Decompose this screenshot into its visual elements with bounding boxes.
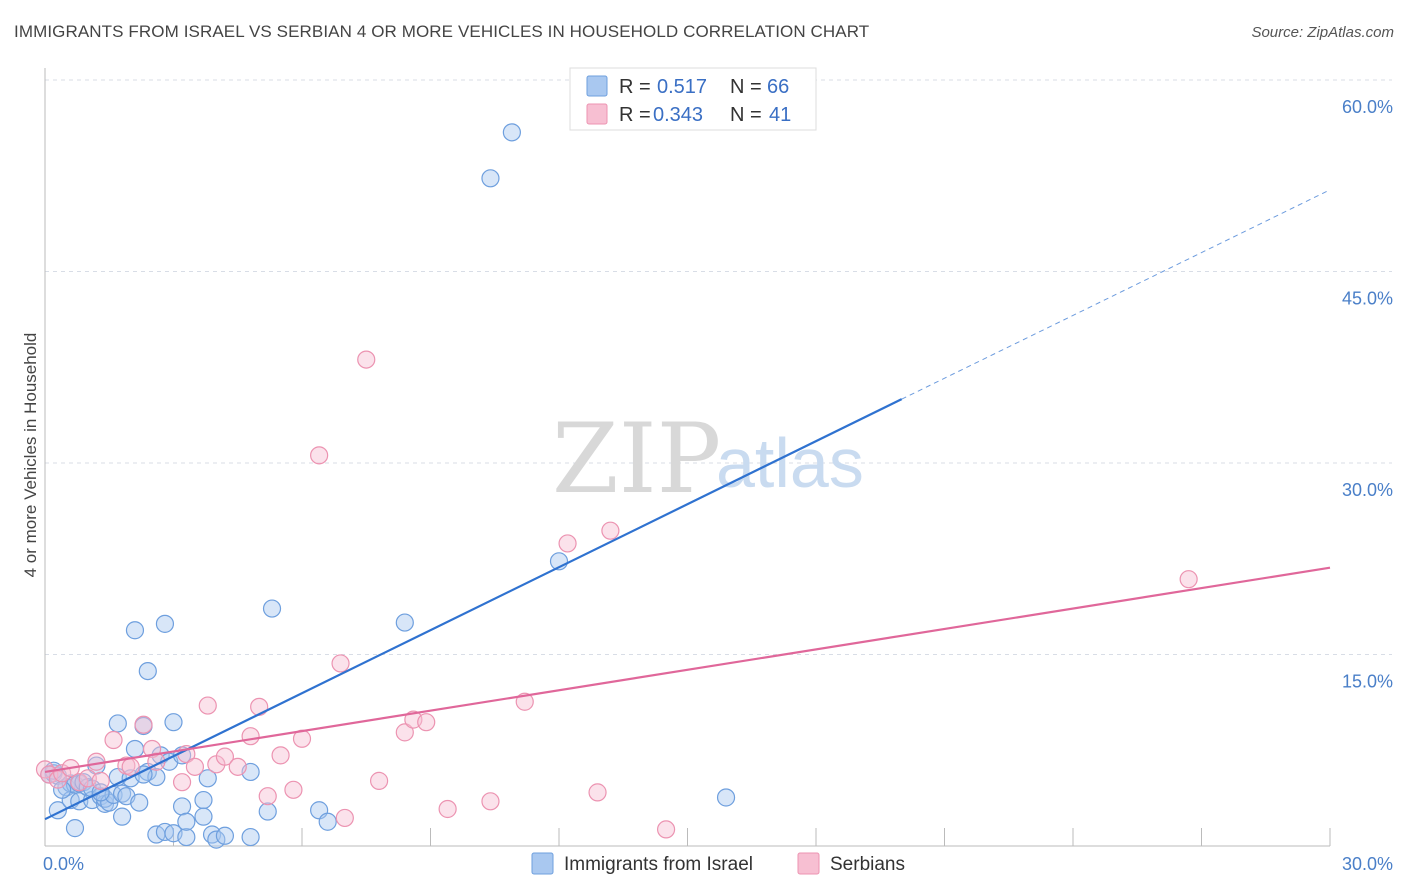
data-point-serbian <box>198 696 217 715</box>
data-point-serbian <box>70 773 89 792</box>
data-point-israel <box>65 819 85 838</box>
data-point-serbian <box>656 820 676 839</box>
data-point-israel <box>716 788 736 807</box>
data-point-israel <box>125 739 145 759</box>
data-point-serbian <box>1179 570 1198 589</box>
legend-r-value-serbian: 0.343 <box>653 104 703 126</box>
data-point-serbian <box>258 787 277 806</box>
data-point-israel <box>215 826 234 845</box>
legend-swatch-israel <box>586 75 608 97</box>
data-point-serbian <box>185 757 205 776</box>
data-point-israel <box>395 613 414 632</box>
data-point-serbian <box>331 654 350 673</box>
data-point-serbian <box>481 792 500 811</box>
data-point-serbian <box>271 746 290 765</box>
data-point-serbian <box>284 780 303 799</box>
grid-layer <box>45 79 1392 655</box>
data-point-serbian <box>250 697 269 716</box>
bottom-legend-label-serbian: Serbians <box>830 854 905 875</box>
bottom-legend-swatch-serbian <box>797 852 820 875</box>
x-tick-label: 30.0% <box>1342 854 1393 874</box>
data-point-serbian <box>172 773 192 792</box>
legend-r-value-israel: 0.517 <box>657 76 707 98</box>
data-point-serbian <box>588 783 607 802</box>
legend-n-label-israel: N = <box>730 76 762 98</box>
data-point-israel <box>177 827 196 847</box>
data-point-israel <box>194 807 213 826</box>
trendline-layer <box>44 189 1331 821</box>
stats-legend-box <box>569 67 817 131</box>
chart-title: IMMIGRANTS FROM ISRAEL VS SERBIAN 4 OR M… <box>14 22 870 41</box>
trendline-serbian <box>44 566 1331 774</box>
data-point-serbian <box>370 771 389 790</box>
data-point-israel <box>318 812 337 831</box>
data-point-israel <box>262 599 282 618</box>
data-point-serbian <box>558 534 577 553</box>
data-point-serbian <box>515 692 534 711</box>
y-axis-label: 4 or more Vehicles in Household <box>21 333 40 578</box>
data-point-serbian <box>228 757 247 776</box>
data-point-serbian <box>357 350 376 369</box>
watermark-zip: ZIP <box>552 403 721 515</box>
data-point-serbian <box>335 808 354 828</box>
data-point-israel <box>502 123 521 142</box>
data-point-israel <box>172 797 192 816</box>
bottom-legend-swatch-israel <box>531 852 554 875</box>
legend-n-label-serbian: N = <box>730 104 762 126</box>
data-point-israel <box>194 790 213 810</box>
series-legend: Immigrants from Israel Serbians <box>531 852 905 875</box>
data-point-israel <box>481 169 500 188</box>
y-tick-label: 45.0% <box>1342 289 1393 309</box>
data-point-serbian <box>310 446 329 465</box>
legend-n-value-serbian: 41 <box>769 104 791 126</box>
data-point-serbian <box>134 715 153 734</box>
data-point-israel <box>138 661 157 681</box>
y-tick-label: 60.0% <box>1342 97 1393 117</box>
data-point-israel <box>112 807 132 826</box>
data-point-israel <box>177 812 196 831</box>
data-point-israel <box>198 769 217 788</box>
source-credit: Source: ZipAtlas.com <box>1251 24 1394 41</box>
data-point-serbian <box>104 730 123 750</box>
bottom-legend-label-israel: Immigrants from Israel <box>564 854 753 875</box>
data-point-serbian <box>438 799 457 819</box>
data-point-israel <box>155 614 175 633</box>
data-point-israel <box>258 802 277 821</box>
legend-r-label-israel: R = <box>619 76 651 98</box>
y-tick-label: 15.0% <box>1342 672 1393 692</box>
data-point-serbian <box>395 723 414 742</box>
stats-legend: R = 0.517 N = 66 R = 0.343 N = 41 <box>569 67 817 131</box>
data-point-israel <box>207 830 226 849</box>
data-point-israel <box>125 621 145 640</box>
axis-layer: 15.0% 30.0% 45.0% 60.0% 0.0% 30.0% <box>43 68 1393 874</box>
trendline-extension-israel <box>901 189 1331 400</box>
data-point-israel <box>241 827 260 847</box>
watermark: ZIP atlas <box>552 403 864 515</box>
y-tick-label: 30.0% <box>1342 480 1393 500</box>
data-point-israel <box>108 714 127 733</box>
legend-r-label-serbian: R = <box>619 104 651 126</box>
legend-n-value-israel: 66 <box>767 76 789 98</box>
data-point-serbian <box>215 747 234 766</box>
trendline-israel <box>44 398 903 821</box>
watermark-atlas: atlas <box>716 424 864 502</box>
points-layer <box>35 123 1198 849</box>
data-point-serbian <box>241 727 260 746</box>
data-point-israel <box>164 713 183 732</box>
data-point-serbian <box>417 713 436 732</box>
x-tick-label: 0.0% <box>43 854 84 874</box>
data-point-israel <box>130 793 149 812</box>
data-point-serbian <box>601 521 620 540</box>
data-point-serbian <box>91 771 110 790</box>
data-point-serbian <box>121 757 140 776</box>
legend-swatch-serbian <box>586 103 608 125</box>
